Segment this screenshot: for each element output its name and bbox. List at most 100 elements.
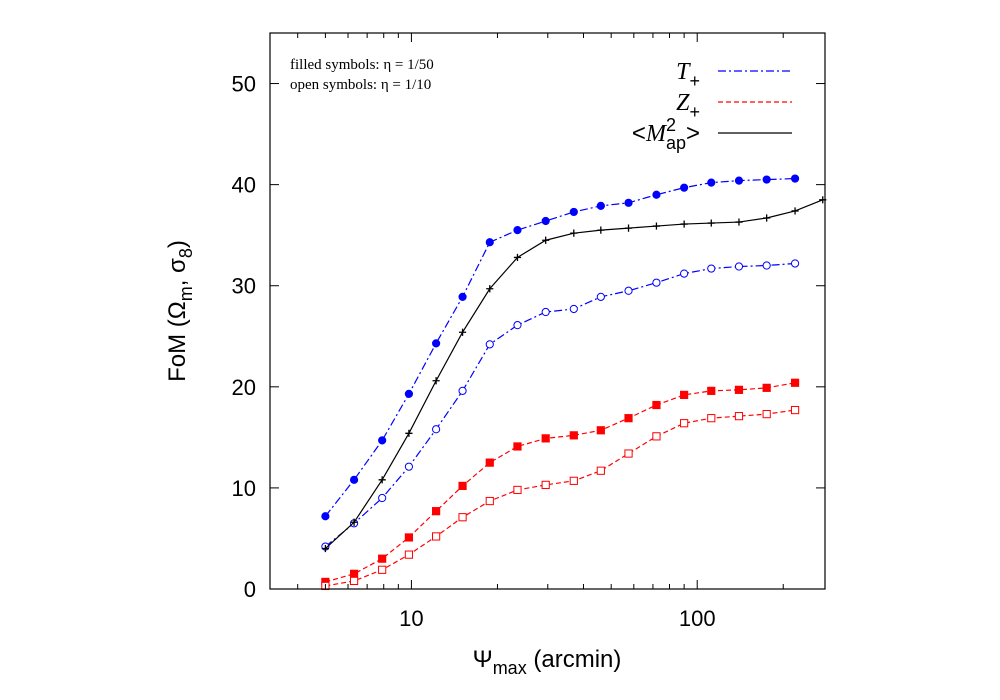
legend-label-0: T+ bbox=[676, 59, 700, 91]
series-3-point bbox=[569, 476, 578, 485]
series-0-point bbox=[596, 201, 605, 210]
series-2-point bbox=[596, 426, 605, 435]
legend-label-base: M bbox=[645, 121, 668, 147]
series-4-point bbox=[432, 377, 440, 385]
series-1-point bbox=[762, 261, 771, 270]
series-4-point bbox=[763, 214, 771, 222]
series-3-point bbox=[596, 466, 605, 475]
series-0-point bbox=[624, 198, 633, 207]
legend-entry-0: T+ bbox=[676, 59, 792, 91]
series-2-point bbox=[680, 390, 689, 400]
series-2-point bbox=[569, 431, 578, 440]
series-4-point bbox=[735, 218, 743, 226]
series-2-filled-square bbox=[321, 378, 800, 587]
note-open-symbols: open symbols: η = 1/10 bbox=[290, 77, 431, 93]
series-0-point bbox=[541, 216, 550, 226]
legend-label-sub: + bbox=[689, 71, 700, 91]
series-4-point bbox=[652, 222, 661, 230]
series-0-point bbox=[321, 512, 330, 521]
series-4-point bbox=[405, 429, 413, 437]
series-0-point bbox=[378, 436, 387, 445]
series-3-point bbox=[513, 485, 522, 495]
legend-label-base: T bbox=[676, 59, 691, 85]
series-3-point bbox=[707, 414, 716, 423]
legend-label-1: Z+ bbox=[676, 90, 700, 122]
legend-label-post: > bbox=[686, 120, 700, 147]
x-axis-label-main: Ψ bbox=[473, 646, 493, 673]
series-2-point bbox=[734, 385, 744, 394]
y-tick-label: 0 bbox=[244, 577, 256, 602]
series-4-point bbox=[624, 224, 633, 232]
series-1-point bbox=[458, 386, 467, 395]
series-4-point bbox=[321, 544, 329, 553]
series-1-point bbox=[790, 259, 800, 268]
series-3-point bbox=[541, 480, 550, 489]
series-4-point bbox=[542, 236, 550, 244]
series-4-point bbox=[791, 207, 799, 215]
series-layer bbox=[321, 174, 827, 591]
series-3-point bbox=[458, 513, 467, 522]
series-2-point bbox=[404, 533, 414, 542]
series-0-point bbox=[652, 190, 661, 199]
series-0-line bbox=[324, 177, 796, 517]
series-4-point bbox=[486, 285, 494, 293]
series-2-point bbox=[485, 458, 494, 467]
series-2-point bbox=[762, 383, 771, 392]
series-0-point bbox=[458, 292, 467, 301]
series-1-point bbox=[707, 264, 716, 273]
y-axis-label-pre: FoM (Ω bbox=[164, 301, 191, 382]
series-2-line bbox=[325, 382, 796, 583]
series-1-point bbox=[680, 269, 689, 278]
legend-label-sub: + bbox=[689, 102, 700, 122]
series-1-point bbox=[432, 425, 441, 434]
series-2-point bbox=[790, 378, 800, 387]
legend-label-sup: 2 bbox=[666, 115, 676, 135]
x-tick-label: 100 bbox=[679, 606, 716, 631]
series-1-point bbox=[541, 307, 550, 317]
series-2-point bbox=[458, 481, 467, 490]
series-1-point bbox=[569, 304, 578, 314]
y-axis-label-mid: , σ bbox=[164, 258, 191, 286]
series-0-point bbox=[734, 176, 744, 185]
legend-label-2: <M2 ap> bbox=[632, 115, 700, 153]
note-filled-symbols: filled symbols: η = 1/50 bbox=[290, 57, 434, 73]
series-1-point bbox=[734, 262, 744, 271]
series-2-point bbox=[432, 507, 441, 516]
x-axis-label: Ψmax (arcmin) bbox=[473, 646, 622, 678]
series-3-point bbox=[404, 550, 414, 559]
x-axis-label-rest: (arcmin) bbox=[527, 646, 622, 673]
series-3-point bbox=[432, 532, 441, 541]
series-4-point bbox=[458, 328, 467, 336]
y-tick-label: 20 bbox=[232, 375, 256, 400]
series-1-point bbox=[596, 292, 605, 301]
y-axis-label: FoM (Ωm, σ8) bbox=[164, 240, 196, 382]
y-tick-label: 30 bbox=[232, 274, 256, 299]
series-0-point bbox=[485, 238, 494, 247]
series-1-point bbox=[485, 340, 494, 349]
legend-entry-2: <M2 ap> bbox=[632, 115, 792, 153]
series-2-point bbox=[378, 554, 387, 563]
series-4-point bbox=[350, 518, 358, 526]
series-3-point bbox=[485, 496, 494, 506]
series-4-line bbox=[324, 199, 823, 550]
ticks-layer: 0 10 20 30 40 50 10 100 bbox=[232, 33, 825, 631]
series-4-plus bbox=[321, 196, 827, 553]
y-axis-label-sub2: 8 bbox=[176, 248, 196, 258]
series-2-point bbox=[652, 400, 661, 410]
legend: T+Z+<M2 ap> bbox=[632, 59, 792, 153]
y-tick-label: 40 bbox=[232, 173, 256, 198]
legend-label-sub: ap bbox=[666, 133, 686, 153]
y-axis-label-post: ) bbox=[164, 240, 191, 248]
series-0-point bbox=[432, 339, 441, 348]
x-tick-label: 10 bbox=[399, 606, 423, 631]
series-4-point bbox=[570, 229, 578, 237]
series-2-point bbox=[513, 442, 522, 451]
series-1-point bbox=[378, 493, 387, 503]
series-3-point bbox=[762, 410, 771, 419]
series-1-point bbox=[624, 286, 633, 295]
series-0-point bbox=[762, 175, 771, 184]
series-4-point bbox=[707, 219, 715, 227]
series-4-point bbox=[378, 476, 386, 484]
y-axis-label-sub1: m bbox=[176, 286, 196, 301]
series-3-point bbox=[790, 405, 800, 415]
